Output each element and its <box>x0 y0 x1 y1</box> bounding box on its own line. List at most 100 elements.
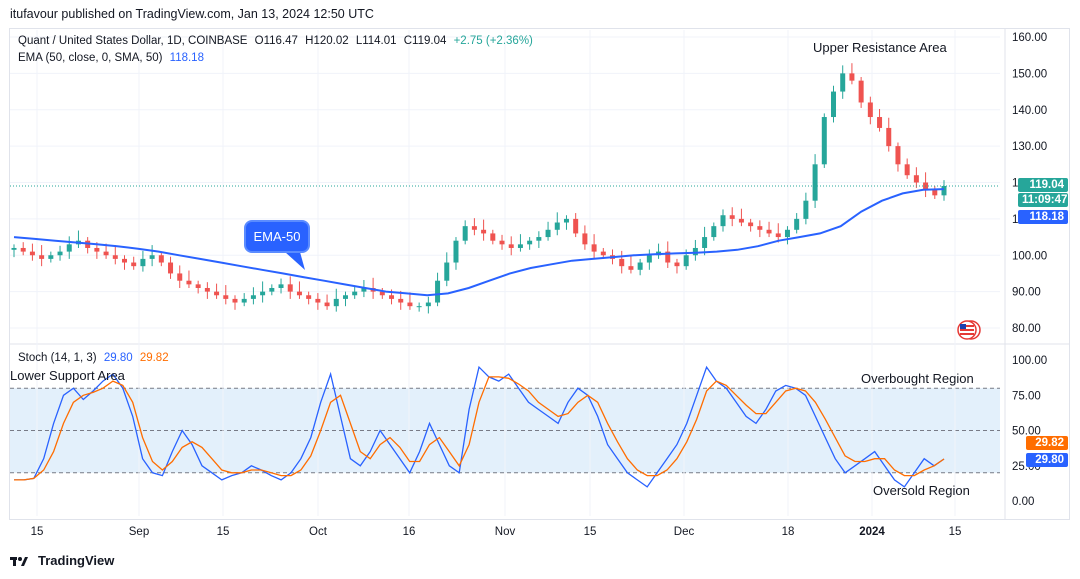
candle-body <box>131 262 137 267</box>
candle-body <box>177 273 183 281</box>
candle-body <box>168 262 174 274</box>
price-legend: Quant / United States Dollar, 1D, COINBA… <box>18 35 537 47</box>
ema-line <box>13 188 945 297</box>
candle-body <box>39 255 45 259</box>
candle-body <box>287 284 293 292</box>
footer-brand[interactable]: TradingView <box>10 553 114 568</box>
chart-frame <box>9 28 1070 520</box>
candle-body <box>416 306 422 308</box>
candle-body <box>702 237 708 248</box>
candle-body <box>48 255 54 259</box>
candle-body <box>517 244 523 248</box>
candle-body <box>195 284 201 288</box>
candle-body <box>573 218 579 234</box>
stoch-tick-label: 0.00 <box>1012 496 1034 508</box>
candle-body <box>831 91 837 118</box>
time-tick-label: 2024 <box>859 526 885 538</box>
candle-body <box>121 258 127 263</box>
candle-body <box>692 247 698 256</box>
time-tick-label: 15 <box>949 526 962 538</box>
candle-body <box>241 298 247 303</box>
candle-body <box>250 295 256 299</box>
footer-brand-text: TradingView <box>38 553 115 568</box>
candle-body <box>720 215 726 227</box>
stoch-tick-label: 100.00 <box>1012 355 1047 367</box>
candle-body <box>398 298 404 303</box>
stoch-legend: Stoch (14, 1, 3) 29.80 29.82 <box>18 352 173 364</box>
candle-body <box>932 189 938 196</box>
candle-body <box>361 287 367 292</box>
candle-body <box>20 247 26 252</box>
candle-body <box>490 233 496 241</box>
candle-body <box>803 200 809 219</box>
candle-body <box>748 222 754 227</box>
ema-callout: EMA-50 <box>244 220 310 253</box>
candle-body <box>536 237 542 241</box>
candle-body <box>775 233 781 238</box>
candle-body <box>149 255 155 259</box>
candle-body <box>481 229 487 234</box>
flag-icon[interactable] <box>956 319 982 341</box>
last-price-tag: 119.04 <box>1018 178 1068 192</box>
candle-body <box>619 258 625 267</box>
time-tick-label: 18 <box>782 526 795 538</box>
candle-body <box>591 244 597 252</box>
candle-body <box>444 262 450 281</box>
candle-body <box>849 73 855 81</box>
price-tick-label: 150.00 <box>1012 68 1047 80</box>
candle-body <box>435 280 441 303</box>
candle-body <box>204 287 210 292</box>
candle-body <box>683 255 689 267</box>
legend-high: H120.02 <box>305 35 349 47</box>
price-tick-label: 80.00 <box>1012 323 1041 335</box>
time-tick-label: 15 <box>31 526 44 538</box>
legend-low: L114.01 <box>355 35 397 47</box>
stoch-k-line <box>14 365 945 488</box>
time-tick-label: Sep <box>129 526 149 538</box>
time-tick-label: 16 <box>403 526 416 538</box>
time-tick-label: 15 <box>217 526 230 538</box>
candle-body <box>11 247 17 250</box>
time-tick-label: 15 <box>584 526 597 538</box>
candle-body <box>57 251 63 256</box>
price-tick-label: 100.00 <box>1012 250 1047 262</box>
candle-body <box>867 102 873 118</box>
ema-price-tag: 118.18 <box>1018 210 1068 224</box>
stoch-tick-label: 50.00 <box>1012 426 1041 438</box>
stoch-legend-k: 29.80 <box>103 352 133 364</box>
candle-body <box>527 240 533 245</box>
candle-body <box>600 251 606 256</box>
candle-body <box>29 251 35 256</box>
legend-open: O116.47 <box>254 35 298 47</box>
candle-body <box>877 117 883 128</box>
price-tick-label: 130.00 <box>1012 141 1047 153</box>
legend-symbol[interactable]: Quant / United States Dollar, 1D, COINBA… <box>18 35 248 47</box>
countdown-tag: 11:09:47 <box>1018 193 1068 207</box>
candle-body <box>794 218 800 230</box>
time-tick-label: Nov <box>495 526 516 538</box>
candle-body <box>352 291 358 296</box>
candle-body <box>840 73 846 92</box>
candle-body <box>471 226 477 230</box>
candle-body <box>278 284 284 288</box>
candle-body <box>112 255 118 259</box>
candle-body <box>462 226 468 241</box>
candle-body <box>628 266 634 270</box>
candle-body <box>223 295 229 299</box>
candle-body <box>674 262 680 267</box>
candle-body <box>342 295 348 299</box>
candle-body <box>66 244 72 252</box>
candle-body <box>545 229 551 238</box>
legend-close: C119.04 <box>403 35 447 47</box>
candle-body <box>407 302 413 307</box>
overbought-label: Overbought Region <box>861 371 974 386</box>
ema-legend-label[interactable]: EMA (50, close, 0, SMA, 50) <box>18 52 163 64</box>
candle-body <box>941 185 947 196</box>
candle-body <box>637 262 643 270</box>
candle-body <box>425 302 431 307</box>
candle-body <box>646 255 652 263</box>
stoch-legend-label[interactable]: Stoch (14, 1, 3) <box>18 352 97 364</box>
tradingview-logo-icon <box>10 556 28 566</box>
upper-resistance-label: Upper Resistance Area <box>813 40 947 55</box>
